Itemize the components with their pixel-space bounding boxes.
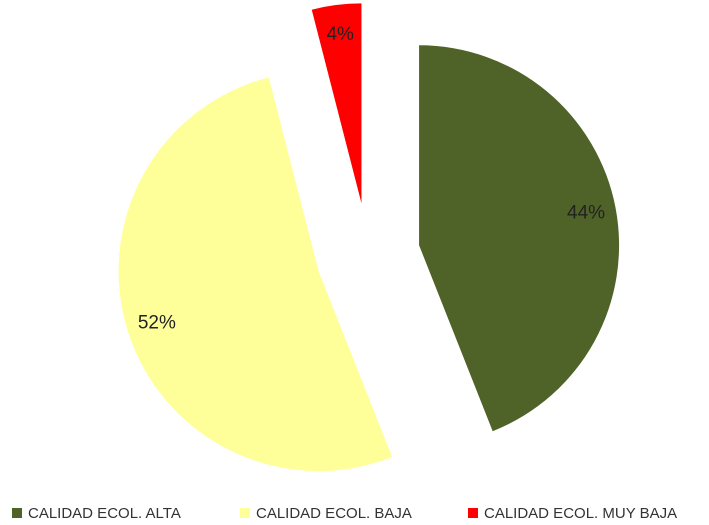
- pie-slice: [311, 3, 362, 204]
- legend-swatch: [240, 508, 250, 518]
- pie-slice: [419, 45, 620, 432]
- legend-swatch: [12, 508, 22, 518]
- data-label: 44%: [567, 202, 605, 223]
- legend-label: CALIDAD ECOL. ALTA: [28, 505, 181, 522]
- legend-label: CALIDAD ECOL. MUY BAJA: [484, 505, 677, 522]
- data-label: 4%: [326, 24, 354, 45]
- legend-swatch: [468, 508, 478, 518]
- pie-slice: [118, 77, 393, 472]
- legend-label: CALIDAD ECOL. BAJA: [256, 505, 412, 522]
- data-label: 52%: [138, 313, 176, 334]
